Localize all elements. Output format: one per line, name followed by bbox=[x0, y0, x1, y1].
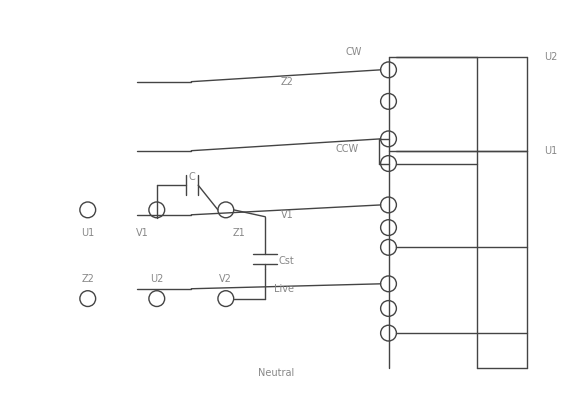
Text: C: C bbox=[189, 172, 196, 182]
Text: U1: U1 bbox=[544, 146, 558, 156]
Text: Z1: Z1 bbox=[232, 228, 245, 238]
Text: CW: CW bbox=[346, 47, 362, 57]
Text: Live: Live bbox=[274, 284, 294, 294]
Text: V1: V1 bbox=[281, 210, 294, 220]
Text: U2: U2 bbox=[150, 274, 164, 284]
Text: V2: V2 bbox=[220, 274, 232, 284]
Text: Z2: Z2 bbox=[281, 77, 294, 87]
Text: V1: V1 bbox=[136, 228, 148, 238]
Text: Neutral: Neutral bbox=[258, 368, 294, 378]
Text: Z2: Z2 bbox=[82, 274, 94, 284]
Text: Cst: Cst bbox=[278, 256, 294, 266]
Text: U1: U1 bbox=[81, 228, 95, 238]
Text: U2: U2 bbox=[544, 52, 558, 62]
Text: CCW: CCW bbox=[336, 144, 359, 154]
